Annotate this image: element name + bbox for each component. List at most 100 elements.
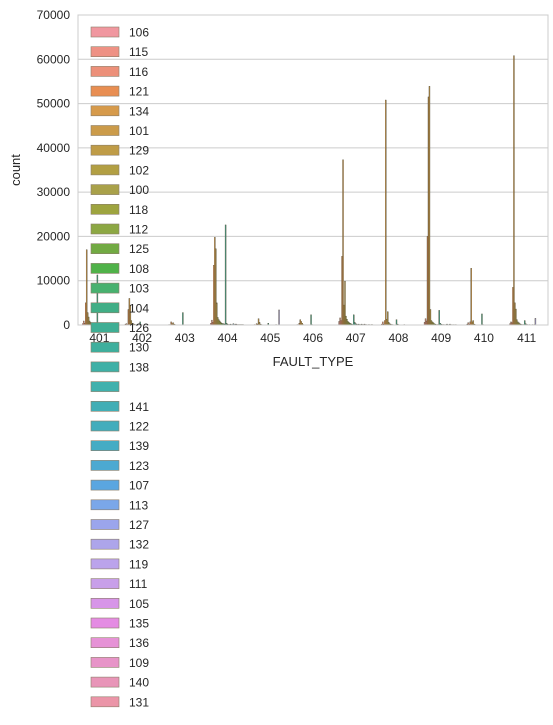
- legend-label: 108: [129, 262, 149, 276]
- legend-swatch: [90, 597, 120, 609]
- legend-swatch: [90, 676, 120, 688]
- y-tick-label: 10000: [37, 274, 71, 288]
- legend-swatch: [90, 499, 120, 511]
- legend-label: 122: [129, 420, 149, 434]
- legend-label: 125: [129, 242, 149, 256]
- bar: [182, 312, 184, 326]
- bar: [342, 159, 344, 326]
- legend-label: 104: [129, 301, 149, 315]
- legend-swatch: [90, 361, 120, 373]
- legend-label: 134: [129, 104, 149, 118]
- legend-swatch: [90, 85, 120, 97]
- x-tick-label: 401: [89, 331, 109, 345]
- bar: [385, 99, 387, 326]
- bar: [513, 55, 515, 326]
- legend-label: 129: [129, 144, 149, 158]
- legend-swatch: [90, 46, 120, 58]
- y-tick-label: 0: [63, 318, 70, 332]
- legend-swatch: [90, 617, 120, 629]
- legend-label: 100: [129, 183, 149, 197]
- legend-label: 141: [129, 400, 149, 414]
- legend-swatch: [90, 144, 120, 156]
- legend-swatch: [90, 696, 120, 708]
- legend-swatch: [90, 479, 120, 491]
- legend-swatch: [90, 657, 120, 668]
- legend-swatch: [90, 125, 120, 136]
- legend-label: 131: [129, 695, 149, 709]
- x-axis-label: FAULT_TYPE: [273, 354, 354, 369]
- x-tick-label: 409: [431, 331, 451, 345]
- bar: [534, 318, 537, 326]
- bar: [96, 274, 99, 326]
- legend-label: 132: [129, 538, 149, 552]
- legend-label: 103: [129, 282, 149, 296]
- legend-label: 109: [129, 656, 149, 670]
- legend-label: 138: [129, 360, 149, 374]
- bar: [224, 224, 227, 326]
- plot-frame: [77, 14, 549, 326]
- legend-swatch: [90, 420, 120, 432]
- legend-swatch: [90, 243, 120, 254]
- x-tick-label: 405: [260, 331, 280, 345]
- legend-label: 102: [129, 163, 149, 177]
- legend-label: 116: [129, 65, 148, 79]
- y-tick-labels: 0 10000 20000 30000 40000 50000 60000 70000: [37, 8, 71, 332]
- legend-swatch: [90, 204, 120, 215]
- legend-swatch: [90, 223, 120, 235]
- legend-label: 101: [129, 124, 149, 138]
- legend-label: 123: [129, 459, 149, 473]
- y-tick-label: 40000: [37, 141, 71, 155]
- legend-swatch: [90, 341, 120, 353]
- legend-swatch: [90, 66, 120, 77]
- legend-label: 107: [129, 479, 149, 493]
- legend: 106 115 116 121 134 101 129 102 100 118 112 125 108 1…: [90, 26, 149, 709]
- x-tick-label: 407: [346, 331, 366, 345]
- x-tick-label: 403: [175, 331, 195, 345]
- legend-label: 113: [129, 498, 148, 512]
- legend-swatch: [90, 460, 120, 471]
- x-tick-label: 406: [303, 331, 323, 345]
- legend-label: 118: [129, 203, 148, 217]
- bar: [470, 268, 472, 326]
- x-tick-label: 410: [474, 331, 494, 345]
- x-tick-label: 402: [132, 331, 152, 345]
- y-tick-label: 50000: [37, 97, 71, 111]
- legend-swatch: [90, 184, 120, 195]
- y-tick-label: 20000: [37, 229, 71, 243]
- legend-swatch: [90, 637, 120, 649]
- legend-label: 130: [129, 341, 149, 355]
- legend-label: 136: [129, 636, 149, 650]
- legend-label: 106: [129, 26, 149, 40]
- bar: [481, 313, 483, 326]
- x-tick-label: 411: [517, 331, 536, 345]
- x-tick-label: 404: [218, 331, 238, 345]
- legend-swatch: [90, 400, 120, 412]
- legend-swatch: [90, 105, 120, 117]
- legend-swatch: [90, 26, 120, 38]
- legend-label: 126: [129, 321, 149, 335]
- legend-swatch: [90, 519, 120, 530]
- legend-swatch: [90, 578, 120, 589]
- y-tick-label: 30000: [37, 185, 71, 199]
- legend-label: 105: [129, 597, 149, 611]
- bar: [428, 86, 431, 326]
- legend-label: 140: [129, 676, 149, 690]
- legend-label: 121: [129, 85, 149, 99]
- legend-swatch: [90, 263, 120, 274]
- legend-label: 115: [129, 45, 148, 59]
- legend-label: 119: [129, 557, 148, 571]
- y-axis-label: count: [8, 154, 23, 186]
- legend-label: 135: [129, 617, 149, 631]
- legend-swatch: [90, 164, 120, 176]
- legend-swatch: [90, 381, 120, 392]
- bar: [310, 314, 312, 326]
- legend-swatch: [90, 558, 120, 570]
- legend-swatch: [90, 282, 120, 294]
- y-tick-label: 70000: [37, 8, 71, 22]
- legend-label: 111: [129, 577, 148, 591]
- legend-swatch: [90, 440, 120, 452]
- y-tick-label: 60000: [37, 52, 71, 66]
- legend-label: 112: [129, 223, 148, 237]
- x-tick-labels: 401 402 403 404 405 406 407 408 409 410 411: [89, 331, 536, 345]
